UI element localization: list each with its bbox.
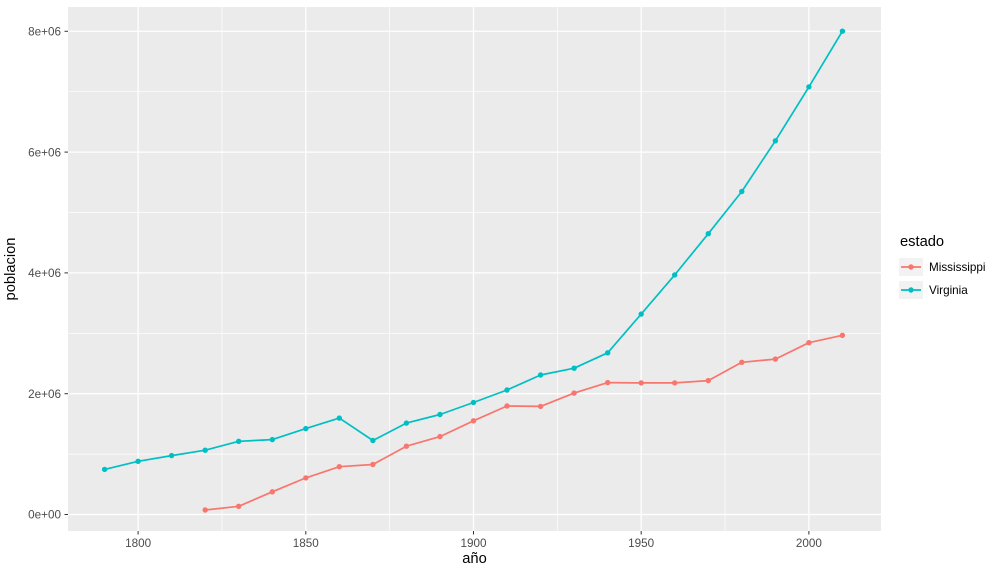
data-point-mississippi [236, 503, 242, 509]
data-point-mississippi [571, 390, 577, 396]
data-point-mississippi [772, 356, 779, 362]
data-point-mississippi [739, 359, 745, 365]
data-point-virginia [605, 350, 611, 356]
legend-key-virginia [899, 281, 923, 299]
data-point-virginia [236, 438, 242, 444]
data-point-virginia [839, 28, 846, 34]
x-tick-label: 1850 [293, 537, 320, 550]
legend-label-mississippi: Mississippi [929, 260, 986, 274]
legend: estado Mississippi Virginia [899, 234, 986, 304]
data-point-mississippi [470, 418, 477, 424]
data-point-mississippi [672, 380, 678, 386]
x-tick-label: 1800 [125, 537, 152, 550]
y-tick-label: 0e+00 [28, 509, 61, 522]
x-tick-label: 2000 [796, 537, 823, 550]
data-point-virginia [470, 399, 477, 406]
series-line-mississippi [205, 334, 843, 511]
x-axis-title: año [462, 551, 487, 567]
data-point-virginia [101, 466, 108, 473]
legend-title: estado [900, 234, 945, 250]
data-point-virginia [705, 231, 711, 237]
data-point-virginia [772, 138, 779, 144]
legend-entry-virginia: Virginia [899, 281, 986, 299]
data-point-virginia [571, 365, 577, 371]
data-point-mississippi [705, 377, 711, 384]
y-tick-label: 2e+06 [28, 388, 61, 401]
data-point-mississippi [269, 489, 275, 495]
plot-panel [68, 7, 881, 531]
data-point-virginia [202, 447, 208, 453]
x-tick-label: 1900 [460, 537, 487, 550]
data-point-mississippi [437, 433, 443, 440]
data-point-mississippi [336, 464, 342, 470]
data-point-virginia [336, 415, 342, 421]
data-point-virginia [437, 411, 443, 418]
y-tick-label: 6e+06 [28, 146, 61, 159]
data-point-mississippi [403, 443, 410, 449]
data-point-mississippi [504, 403, 510, 409]
data-point-virginia [168, 452, 175, 459]
data-point-virginia [269, 436, 275, 443]
data-point-mississippi [303, 475, 309, 481]
data-point-virginia [303, 425, 309, 432]
data-point-mississippi [537, 403, 544, 410]
y-axis-title: poblacion [3, 238, 19, 301]
data-point-mississippi [839, 332, 846, 338]
legend-label-virginia: Virginia [929, 283, 968, 297]
data-point-mississippi [605, 379, 611, 386]
data-point-virginia [806, 84, 812, 90]
data-point-virginia [403, 420, 410, 426]
data-point-mississippi [202, 507, 208, 513]
legend-key-mississippi [899, 258, 923, 276]
legend-entry-mississippi: Mississippi [899, 258, 986, 276]
data-point-virginia [672, 272, 678, 278]
y-tick-label: 4e+06 [28, 267, 61, 280]
line-point-key-icon [901, 287, 921, 293]
line-point-key-icon [901, 264, 921, 270]
data-point-mississippi [806, 340, 812, 346]
data-point-virginia [135, 458, 141, 464]
y-tick-label: 8e+06 [28, 25, 61, 38]
data-point-virginia [638, 311, 644, 317]
data-point-virginia [537, 372, 544, 378]
data-point-virginia [739, 188, 745, 195]
data-point-virginia [504, 387, 510, 393]
data-point-mississippi [370, 461, 376, 468]
data-point-virginia [370, 437, 376, 444]
data-point-mississippi [638, 380, 644, 386]
x-tick-label: 1950 [628, 537, 655, 550]
